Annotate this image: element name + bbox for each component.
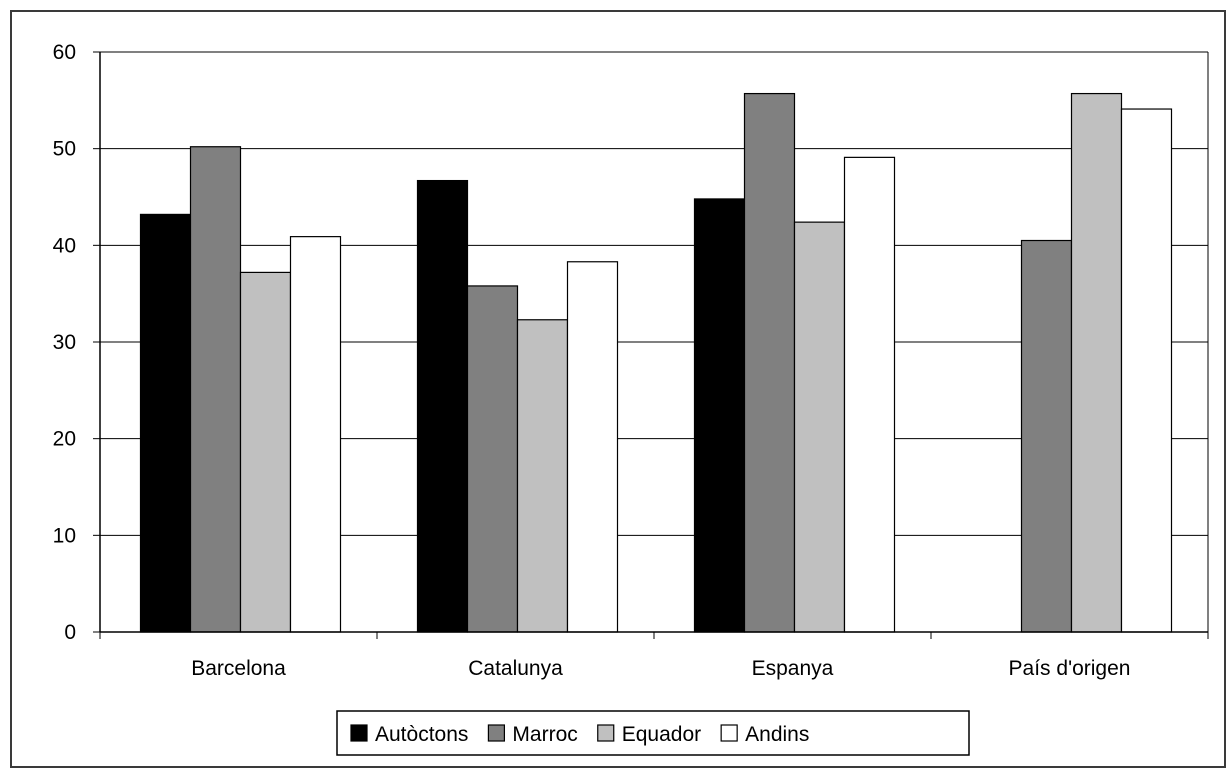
x-tick-label: Barcelona xyxy=(191,657,286,680)
bar xyxy=(566,261,619,633)
bar xyxy=(793,221,846,633)
x-tick-label: Catalunya xyxy=(468,657,563,680)
bars xyxy=(139,92,1173,633)
bar xyxy=(693,198,746,633)
legend-swatch xyxy=(597,724,615,742)
bar xyxy=(1070,92,1123,633)
bar xyxy=(239,271,292,633)
y-tick-label: 30 xyxy=(53,331,76,354)
bar xyxy=(843,156,896,633)
y-tick-label: 20 xyxy=(53,428,76,451)
legend-label: Autòctons xyxy=(375,723,468,746)
legend-swatch xyxy=(350,724,368,742)
y-tick-label: 10 xyxy=(53,524,76,547)
bar xyxy=(139,213,192,633)
legend-box xyxy=(336,710,970,756)
y-tick-label: 60 xyxy=(53,41,76,64)
bar xyxy=(1120,108,1173,633)
bar xyxy=(416,179,469,633)
bar xyxy=(743,92,796,633)
y-tick-label: 0 xyxy=(64,621,76,644)
bar xyxy=(1020,239,1073,633)
legend-swatch xyxy=(487,724,506,742)
legend-label: Andins xyxy=(745,723,809,746)
bar xyxy=(516,319,569,633)
legend-label: Equador xyxy=(622,723,701,746)
legend-swatch xyxy=(720,724,738,742)
y-tick-label: 40 xyxy=(53,234,76,257)
legend-label: Marroc xyxy=(512,723,577,746)
x-tick-label: Espanya xyxy=(752,657,834,680)
bar xyxy=(189,146,242,633)
axes: 0 10 20 30 40 50 60 Barcelona Catalunya Espanya Pa… xyxy=(53,41,1209,680)
y-tick-label: 50 xyxy=(53,138,76,161)
bar xyxy=(466,285,519,633)
bar xyxy=(289,236,342,633)
x-tick-label: País d'origen xyxy=(1009,657,1131,680)
legend: Autòctons Marroc Equador Andins xyxy=(336,710,970,756)
